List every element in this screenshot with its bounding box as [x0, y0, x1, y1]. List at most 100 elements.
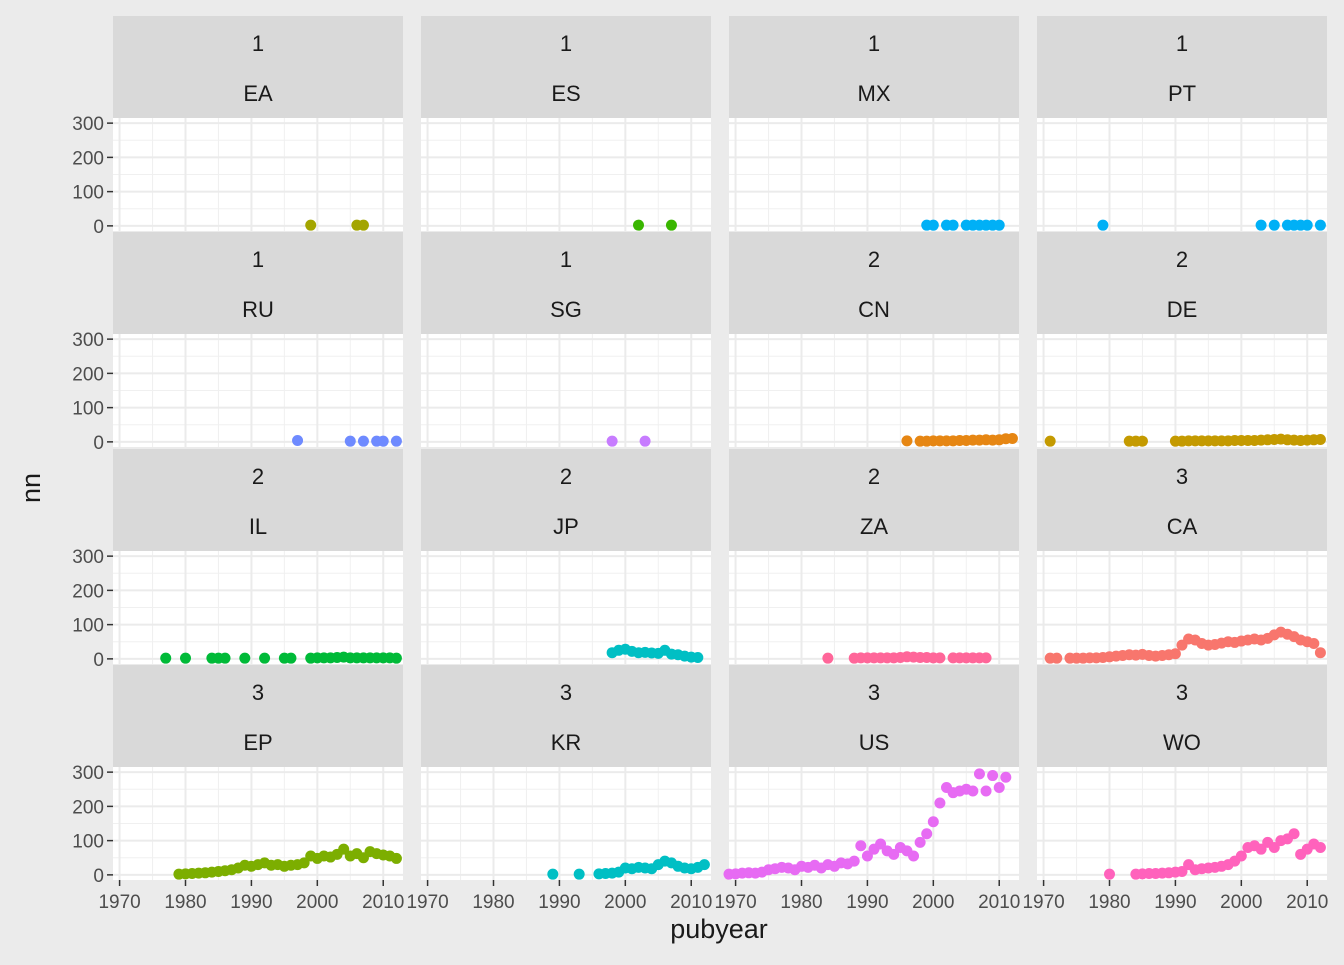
x-tick-label: 1980 [780, 892, 822, 913]
data-point-ea [358, 220, 369, 231]
y-tick-label: 200 [72, 148, 104, 169]
facet-group-label: 1 [868, 31, 880, 56]
x-tick-label: 1970 [714, 892, 756, 913]
y-tick-label: 100 [72, 399, 104, 420]
facet-group-label: 1 [252, 31, 264, 56]
data-point-jp [692, 652, 703, 663]
x-tick-label: 1980 [164, 892, 206, 913]
data-point-pt [1256, 220, 1267, 231]
data-point-sg [607, 436, 618, 447]
x-tick-label: 2010 [978, 892, 1020, 913]
y-tick-label: 300 [72, 114, 104, 135]
data-point-us [974, 768, 985, 779]
facet-group-label: 2 [868, 464, 880, 489]
facet-code-label: CN [858, 297, 890, 322]
data-point-pt [1269, 220, 1280, 231]
data-point-us [855, 840, 866, 851]
y-tick-label: 0 [93, 650, 104, 671]
x-tick-label: 1990 [846, 892, 888, 913]
facet-code-label: EP [243, 730, 272, 755]
x-tick-label: 2000 [1220, 892, 1262, 913]
facet-code-label: DE [1167, 297, 1198, 322]
x-tick-label: 1990 [1154, 892, 1196, 913]
y-tick-label: 100 [72, 183, 104, 204]
data-point-us [981, 785, 992, 796]
data-point-ru [345, 436, 356, 447]
data-point-ca [1051, 653, 1062, 664]
y-tick-label: 0 [93, 433, 104, 454]
data-point-us [987, 770, 998, 781]
facet-code-label: US [859, 730, 890, 755]
facet-group-label: 1 [560, 247, 572, 272]
data-point-es [666, 220, 677, 231]
data-point-ea [305, 220, 316, 231]
data-point-mx [994, 220, 1005, 231]
facet-code-label: KR [551, 730, 582, 755]
data-point-us [934, 797, 945, 808]
data-point-us [928, 816, 939, 827]
facet-group-label: 2 [560, 464, 572, 489]
facet-code-label: SG [550, 297, 582, 322]
data-point-pt [1097, 220, 1108, 231]
x-tick-label: 1970 [1022, 892, 1064, 913]
x-tick-label: 2010 [1286, 892, 1328, 913]
data-point-il [391, 653, 402, 664]
data-point-il [285, 653, 296, 664]
y-axis-title: nn [16, 473, 46, 503]
facet-group-label: 1 [560, 31, 572, 56]
data-point-ru [378, 436, 389, 447]
facet-code-label: RU [242, 297, 274, 322]
data-point-mx [928, 220, 939, 231]
facet-code-label: EA [243, 81, 273, 106]
x-tick-label: 2010 [362, 892, 404, 913]
facet-group-label: 1 [252, 247, 264, 272]
data-point-de [1137, 436, 1148, 447]
facet-group-label: 2 [1176, 247, 1188, 272]
facet-code-label: WO [1163, 730, 1201, 755]
data-point-us [908, 851, 919, 862]
data-point-wo [1104, 869, 1115, 880]
facet-group-label: 1 [1176, 31, 1188, 56]
facet-group-label: 3 [1176, 680, 1188, 705]
facet-code-label: ZA [860, 514, 888, 539]
data-point-ca [1315, 647, 1326, 658]
data-point-us [921, 828, 932, 839]
data-point-kr [574, 869, 585, 880]
data-point-kr [547, 869, 558, 880]
data-point-cn [901, 435, 912, 446]
x-tick-label: 1990 [538, 892, 580, 913]
y-tick-label: 300 [72, 330, 104, 351]
data-point-sg [640, 436, 651, 447]
y-tick-label: 300 [72, 763, 104, 784]
data-point-cn [1007, 433, 1018, 444]
data-point-mx [948, 220, 959, 231]
x-tick-label: 1980 [472, 892, 514, 913]
x-tick-label: 1990 [230, 892, 272, 913]
facet-group-label: 3 [1176, 464, 1188, 489]
data-point-us [1000, 772, 1011, 783]
x-tick-label: 1970 [406, 892, 448, 913]
x-tick-label: 2000 [604, 892, 646, 913]
data-point-ru [292, 435, 303, 446]
y-tick-label: 100 [72, 616, 104, 637]
data-point-il [180, 653, 191, 664]
y-tick-label: 300 [72, 547, 104, 568]
data-point-us [967, 785, 978, 796]
x-tick-label: 2010 [670, 892, 712, 913]
facet-group-label: 2 [868, 247, 880, 272]
data-point-il [259, 653, 270, 664]
data-point-za [822, 653, 833, 664]
facet-code-label: IL [249, 514, 267, 539]
data-point-wo [1315, 842, 1326, 853]
data-point-us [849, 856, 860, 867]
y-tick-label: 0 [93, 217, 104, 238]
data-point-il [239, 653, 250, 664]
data-point-de [1045, 436, 1056, 447]
data-point-ru [391, 436, 402, 447]
data-point-us [994, 782, 1005, 793]
facet-group-label: 3 [252, 680, 264, 705]
facet-code-label: ES [551, 81, 580, 106]
facet-group-label: 3 [868, 680, 880, 705]
